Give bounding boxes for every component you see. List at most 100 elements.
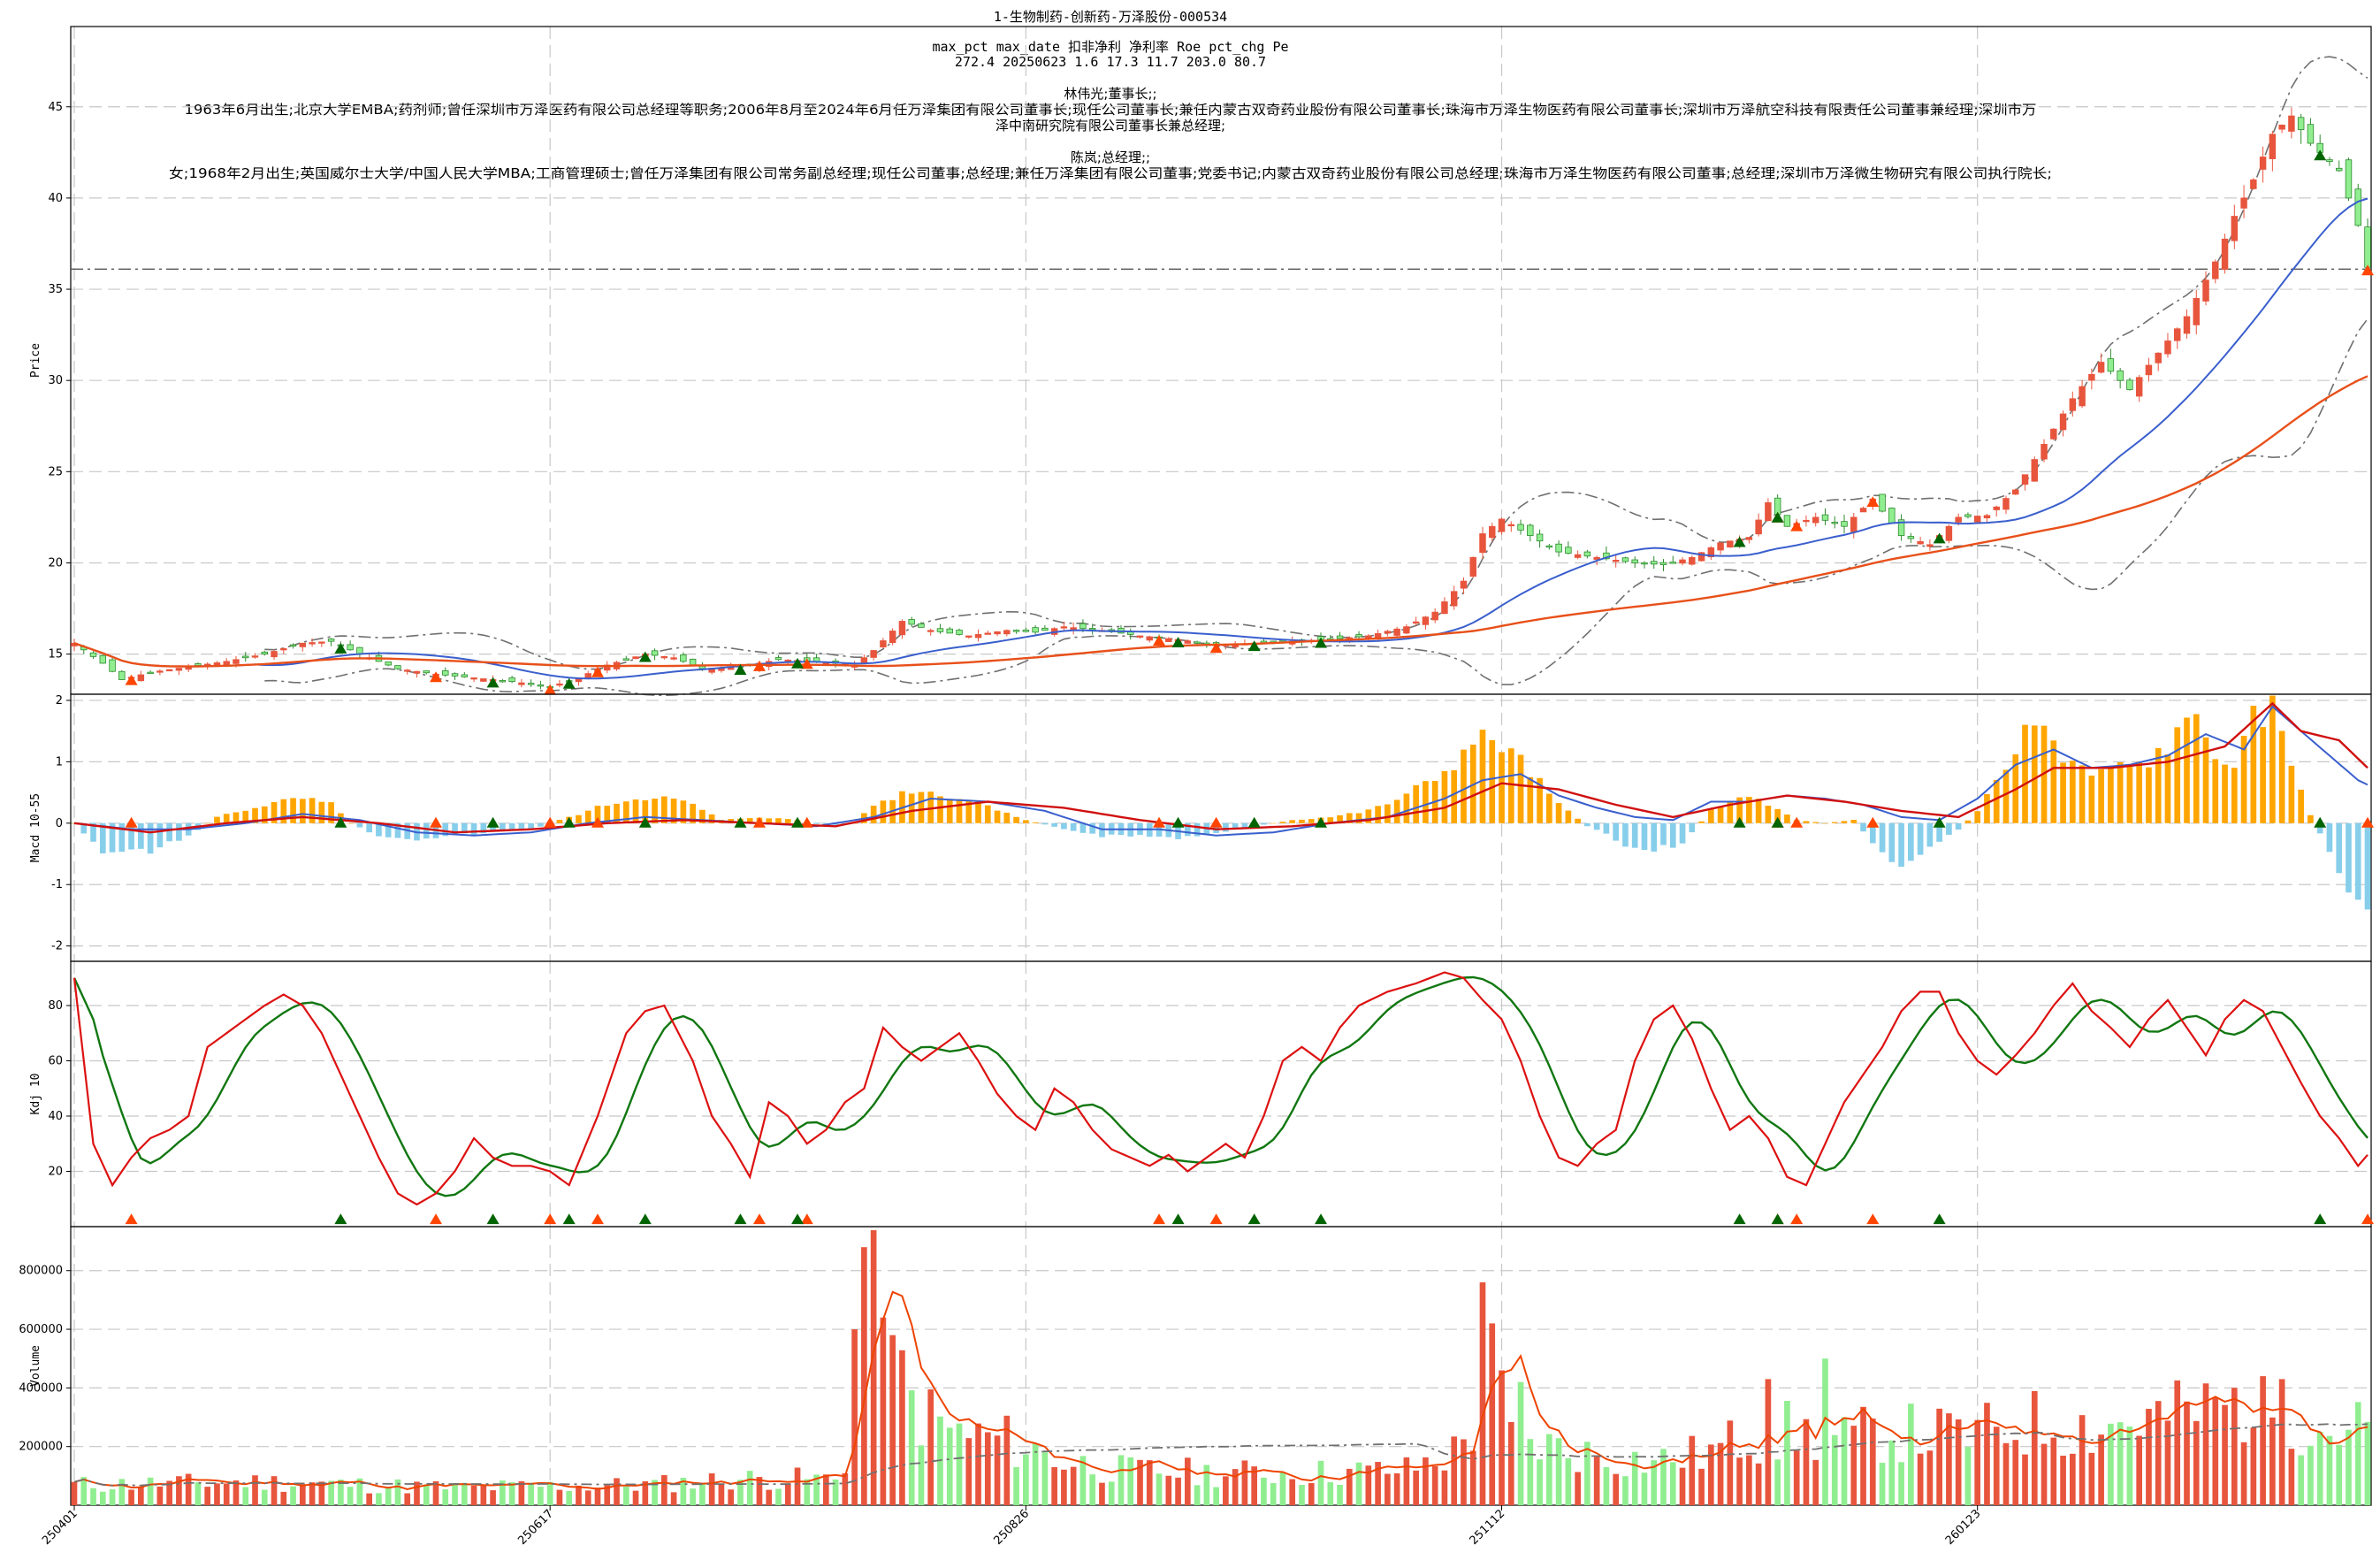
macd-histogram-bar	[1032, 822, 1039, 823]
x-tick-label: 250826	[991, 1507, 1032, 1545]
price-tick-label: 40	[48, 192, 63, 205]
candle-body	[318, 641, 325, 644]
candle-body	[327, 639, 335, 642]
macd-histogram-bar	[528, 822, 534, 830]
macd-buy-signal	[544, 816, 557, 828]
candle-body	[1565, 547, 1572, 555]
candle-body	[2145, 364, 2153, 376]
candle-body	[470, 677, 477, 680]
macd-histogram-bar	[661, 796, 667, 823]
volume-bar	[699, 1484, 706, 1505]
volume-bar	[1403, 1457, 1410, 1505]
volume-bar	[1974, 1419, 1981, 1505]
macd-histogram-bar	[138, 822, 144, 849]
macd-histogram-bar	[1869, 822, 1876, 844]
volume-bar	[2250, 1427, 2257, 1505]
kdj-tick-label: 20	[48, 1166, 63, 1179]
volume-bar	[604, 1485, 611, 1505]
candle-body	[956, 630, 963, 635]
macd-histogram-bar	[318, 801, 325, 823]
volume-bar	[1184, 1457, 1191, 1505]
volume-panel: 200000 400000 600000 800000 Volume	[19, 1226, 2372, 1506]
macd-histogram-bar	[1727, 802, 1734, 823]
volume-bar	[118, 1479, 126, 1505]
macd-histogram-bar	[147, 822, 154, 854]
volume-bar	[176, 1476, 182, 1505]
macd-histogram-bar	[508, 822, 515, 831]
candle-body	[1926, 544, 1934, 547]
volume-bar	[746, 1471, 753, 1505]
macd-histogram-bar	[2069, 761, 2076, 823]
macd-buy-signal	[591, 816, 604, 828]
volume-bar	[614, 1478, 620, 1505]
volume-bar	[1441, 1470, 1448, 1505]
macd-histogram-bar	[1403, 793, 1410, 823]
volume-bar	[442, 1489, 449, 1505]
candle-body	[2107, 358, 2115, 372]
volume-bar	[1755, 1463, 1762, 1505]
candle-body	[2002, 498, 2010, 510]
volume-bar	[1137, 1459, 1143, 1505]
macd-histogram-bar	[1479, 730, 1486, 823]
macd-histogram-bar	[290, 798, 296, 823]
volume-bar	[1898, 1462, 1904, 1505]
candle-body	[165, 669, 173, 672]
candle-body	[1527, 524, 1534, 536]
volume-bar	[2155, 1401, 2162, 1505]
macd-sell-signal	[734, 816, 747, 828]
candle-body	[309, 642, 316, 645]
price-sell-signal	[1733, 536, 1746, 547]
x-tick-label: 260123	[1943, 1507, 1984, 1545]
candle-body	[1545, 545, 1553, 548]
macd-histogram-bar	[775, 818, 782, 823]
macd-histogram-bar	[690, 803, 696, 823]
volume-bar	[528, 1484, 534, 1505]
volume-bar	[328, 1480, 334, 1505]
macd-histogram-bar	[1908, 822, 1914, 861]
volume-bar	[1289, 1479, 1296, 1505]
candle-body	[423, 670, 430, 674]
kdj-sell-signal	[638, 1213, 652, 1225]
candle-body	[480, 678, 487, 682]
macd-histogram-bar	[2060, 762, 2066, 823]
volume-bar	[1593, 1456, 1600, 1505]
macd-histogram-bar	[708, 814, 715, 823]
volume-bar	[1251, 1466, 1258, 1505]
volume-bar	[1575, 1472, 1581, 1505]
kdj-buy-signal	[591, 1213, 604, 1225]
candle-body	[651, 650, 659, 656]
candle-body	[584, 673, 591, 678]
candle-body	[1479, 533, 1486, 554]
candle-body	[1907, 536, 1915, 539]
volume-bar	[2022, 1454, 2028, 1505]
macd-histogram-bar	[109, 822, 116, 853]
kdj-buy-signal	[2361, 1213, 2374, 1225]
volume-bar	[1622, 1476, 1629, 1505]
macd-histogram-bar	[2193, 714, 2200, 823]
candle-body	[974, 634, 982, 639]
price-tick-label: 15	[48, 648, 63, 662]
candle-body	[1859, 508, 1867, 513]
macd-tick-label: -2	[51, 940, 63, 953]
volume-bar	[1099, 1482, 1105, 1505]
volume-bar	[2041, 1443, 2048, 1505]
volume-tick-label: 200000	[19, 1441, 63, 1454]
candle-body	[2097, 362, 2105, 373]
volume-bar	[404, 1493, 411, 1505]
macd-histogram-bar	[99, 822, 106, 853]
candle-body	[1945, 525, 1953, 541]
macd-histogram-bar	[166, 822, 172, 842]
kdj-buy-signal	[125, 1213, 138, 1225]
volume-bar	[1127, 1457, 1134, 1505]
candle-body	[461, 674, 469, 677]
volume-bar	[2316, 1432, 2323, 1505]
candle-body	[394, 665, 401, 669]
macd-histogram-bar	[2364, 822, 2371, 910]
macd-histogram-bar	[699, 809, 706, 823]
volume-bar	[1461, 1439, 1467, 1505]
volume-bar	[385, 1487, 392, 1505]
macd-histogram-bar	[2222, 764, 2228, 823]
volume-bar	[794, 1467, 801, 1505]
macd-histogram-bar	[1946, 822, 1952, 835]
macd-histogram-bar	[366, 822, 373, 833]
